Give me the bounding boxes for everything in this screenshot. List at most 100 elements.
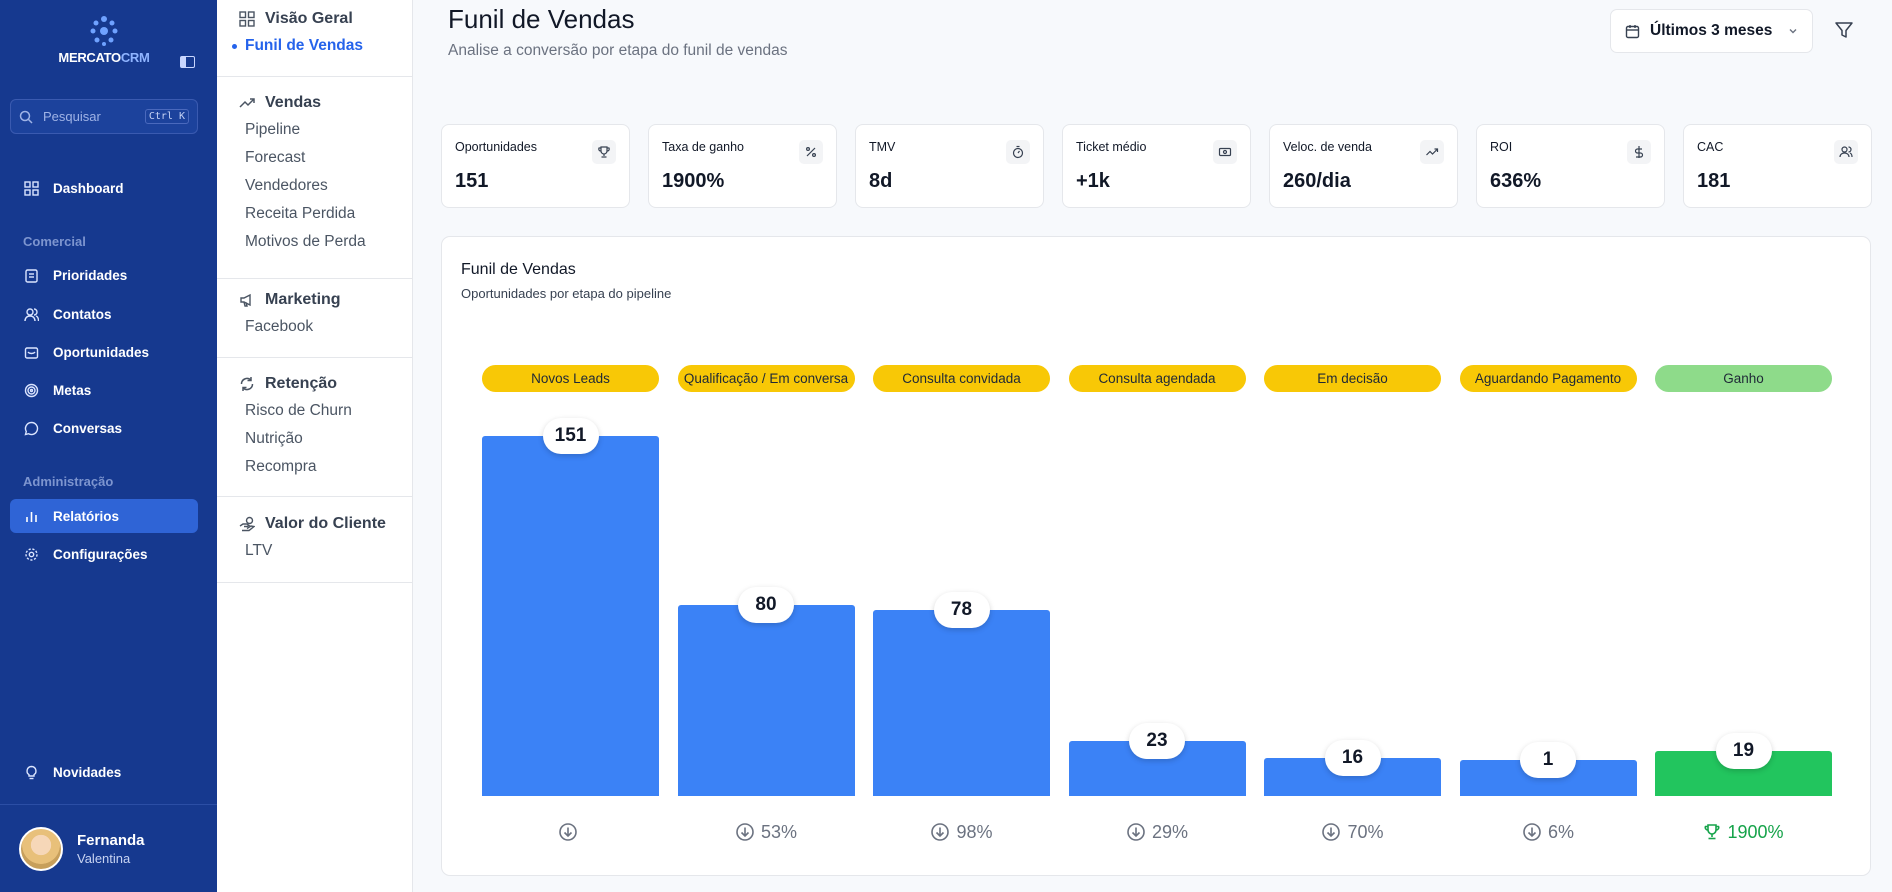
trophy-icon	[1704, 824, 1720, 840]
subnav-group-marketing: Marketing Facebook	[217, 287, 413, 358]
timer-icon	[1006, 140, 1030, 164]
kpi-value: 8d	[869, 170, 893, 192]
target-icon	[24, 383, 39, 397]
period-select-value: Últimos 3 meses	[1650, 22, 1773, 39]
subnav-item-receita-perdida[interactable]: Receita Perdida	[245, 205, 356, 222]
funnel-value-label: 19	[1715, 732, 1772, 769]
conversion-rate-value: 1900%	[1727, 821, 1784, 842]
search-input[interactable]: Pesquisar Ctrl K	[10, 99, 198, 134]
nav-dashboard-label: Dashboard	[53, 180, 124, 196]
subnav-item-recompra[interactable]: Recompra	[245, 458, 317, 475]
subnav-title-marketing: Marketing	[265, 291, 341, 308]
subnav-head-vendas[interactable]: Vendas	[217, 90, 413, 116]
nav-conversas[interactable]: Conversas	[10, 411, 198, 445]
section-comercial: Comercial	[23, 234, 86, 249]
kpi-value: 151	[455, 170, 489, 192]
calendar-icon	[1625, 24, 1640, 38]
subnav-title-retencao: Retenção	[265, 375, 338, 392]
kpi-label: Taxa de ganho	[662, 140, 745, 154]
funnel-bar-consulta-convidada[interactable]	[873, 610, 1050, 796]
funnel-chart-title: Funil de Vendas	[461, 261, 576, 278]
stage-label-novos-leads: Novos Leads	[482, 365, 659, 392]
funnel-value-label: 151	[542, 418, 599, 454]
kpi-label: CAC	[1697, 140, 1724, 154]
funnel-chart-card: Funil de Vendas Oportunidades por etapa …	[441, 236, 1871, 876]
layout-grid-icon	[239, 11, 255, 27]
nav-prioridades-label: Prioridades	[53, 267, 128, 283]
kpi-label: ROI	[1490, 140, 1513, 154]
nav-prioridades[interactable]: Prioridades	[10, 258, 198, 292]
nav-novidades[interactable]: Novidades	[10, 755, 198, 789]
subnav-head-marketing[interactable]: Marketing	[217, 287, 413, 313]
subnav-item-ltv[interactable]: LTV	[245, 542, 273, 559]
subnav-item-risco-de-churn[interactable]: Risco de Churn	[245, 402, 352, 419]
stage-label-ganho: Ganho	[1655, 365, 1832, 392]
brand-main: MERCATO	[58, 50, 121, 65]
nav-contatos-label: Contatos	[53, 306, 112, 322]
kpi-value: 260/dia	[1283, 170, 1351, 192]
conversion-rate-value: 6%	[1547, 821, 1574, 842]
subnav-item-funil-de-vendas[interactable]: Funil de Vendas	[217, 32, 413, 60]
search-placeholder: Pesquisar	[43, 109, 101, 124]
lightbulb-icon	[26, 765, 37, 779]
subnav-group-vendas: Vendas Pipeline Forecast Vendedores Rece…	[217, 90, 413, 279]
conversion-rate: 53%	[678, 821, 855, 843]
conversion-rate: 29%	[1069, 821, 1246, 843]
nav-configuracoes[interactable]: Configurações	[10, 537, 198, 571]
kpi-label: Oportunidades	[455, 140, 538, 154]
subnav-item-motivos-de-perda[interactable]: Motivos de Perda	[245, 233, 366, 250]
subnav-head-retencao[interactable]: Retenção	[217, 371, 413, 397]
arrow-down-circle-icon	[1322, 823, 1341, 841]
subnav-item-vendedores[interactable]: Vendedores	[245, 177, 328, 194]
brand-logo[interactable]: MERCATOCRM	[52, 14, 156, 65]
subnav-group-retencao: Retenção Risco de Churn Nutrição Recompr…	[217, 371, 413, 497]
nav-dashboard[interactable]: Dashboard	[10, 171, 198, 205]
subnav-group-valor-do-cliente: Valor do Cliente LTV	[217, 511, 413, 583]
subnav-head-valor-do-cliente[interactable]: Valor do Cliente	[217, 511, 413, 537]
kpi-value: 1900%	[662, 170, 725, 192]
stage-label-consulta-agendada: Consulta agendada	[1068, 365, 1246, 392]
subnav-group-visao-geral: Visão Geral Funil de Vendas	[217, 6, 413, 77]
user-profile[interactable]: Fernanda Valentina	[0, 804, 217, 892]
arrow-down-circle-icon	[1523, 823, 1541, 841]
arrow-down-circle-icon	[558, 823, 577, 841]
user-name: Fernanda Valentina	[77, 832, 145, 866]
nav-oportunidades[interactable]: Oportunidades	[10, 335, 198, 369]
bar-chart-icon	[26, 511, 37, 522]
kpi-value: +1k	[1076, 170, 1110, 192]
subnav-item-pipeline[interactable]: Pipeline	[245, 121, 301, 138]
nav-configuracoes-label: Configurações	[53, 546, 148, 562]
nav-metas-label: Metas	[53, 382, 92, 398]
kpi-label: Ticket médio	[1076, 140, 1147, 154]
user-last-name: Valentina	[77, 850, 131, 866]
subnav-item-facebook[interactable]: Facebook	[245, 318, 314, 335]
period-select[interactable]: Últimos 3 meses	[1610, 9, 1813, 53]
stage-label-em-decisao: Em decisão	[1264, 365, 1441, 392]
percent-icon	[799, 140, 823, 164]
funnel-bar-qualificacao-em-conversa[interactable]	[677, 605, 855, 796]
nav-oportunidades-label: Oportunidades	[53, 344, 150, 360]
funnel-bar-novos-leads[interactable]	[482, 436, 659, 796]
conversion-rate-value: 70%	[1347, 821, 1384, 842]
stage-label-aguardando-pagamento: Aguardando Pagamento	[1459, 365, 1637, 392]
layout-grid-icon	[24, 180, 39, 196]
conversion-rate: 70%	[1264, 821, 1441, 843]
nav-conversas-label: Conversas	[53, 420, 123, 436]
subnav-head-visao-geral[interactable]: Visão Geral	[217, 6, 413, 32]
stage-label-consulta-convidada: Consulta convidada	[873, 365, 1050, 392]
kpi-value: 636%	[1490, 170, 1542, 192]
filter-icon[interactable]	[1833, 19, 1855, 41]
sidebar-collapse-icon[interactable]	[180, 56, 195, 68]
subnav-item-forecast[interactable]: Forecast	[245, 149, 306, 166]
subnav-item-nutricao[interactable]: Nutrição	[245, 430, 303, 447]
kpi-card-taxa-de-ganho: Taxa de ganho 1900%	[648, 124, 837, 208]
funnel-value-label: 16	[1324, 739, 1381, 776]
conversion-rate: 6%	[1460, 821, 1637, 843]
nav-metas[interactable]: Metas	[10, 373, 198, 407]
section-administracao: Administração	[23, 474, 114, 489]
conversion-rate: 98%	[873, 821, 1050, 843]
nav-contatos[interactable]: Contatos	[10, 297, 198, 331]
users-icon	[24, 307, 39, 321]
message-circle-icon	[24, 421, 39, 435]
nav-relatorios[interactable]: Relatórios	[10, 499, 198, 533]
